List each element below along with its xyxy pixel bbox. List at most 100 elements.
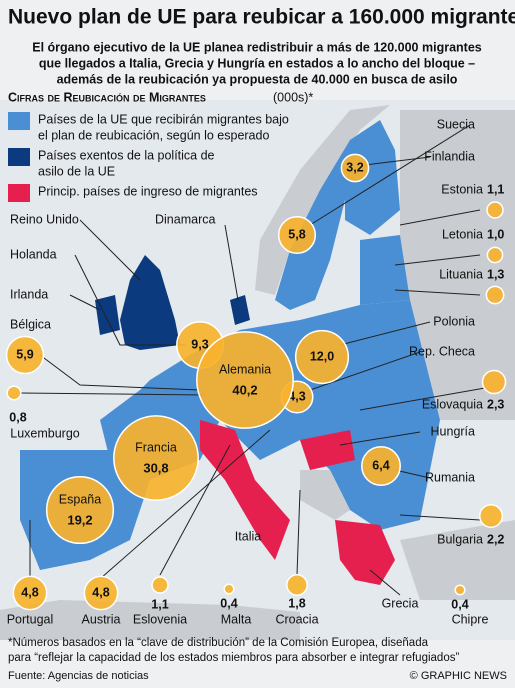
value-label: 30,8 — [143, 460, 168, 475]
bubble — [277, 215, 317, 255]
country-name: Holanda — [10, 247, 57, 261]
country-name: Portugal — [7, 612, 54, 626]
country-name: Francia — [135, 440, 177, 454]
bubble — [83, 575, 119, 611]
leader-line — [364, 156, 431, 166]
legend-swatch — [8, 112, 30, 130]
value-label: 2,2 — [487, 532, 504, 546]
leader-line — [394, 289, 481, 296]
value-label: 0,4 — [451, 597, 468, 611]
leader-line — [339, 431, 421, 446]
value-label: 3,2 — [346, 160, 363, 174]
country-name: Rumania — [425, 470, 475, 484]
country-name: Suecia — [437, 117, 475, 131]
footnote: *Números basados en la “clave de distrib… — [8, 637, 429, 649]
bubble — [486, 201, 504, 219]
country-name: Chipre — [452, 612, 489, 626]
value-label: 0,4 — [220, 596, 237, 610]
country-name: Eslovenia — [133, 612, 187, 626]
leader-line — [79, 219, 141, 281]
country — [275, 140, 365, 310]
leader-line — [369, 569, 401, 596]
value-label: 12,0 — [310, 349, 334, 363]
country-name: Bélgica — [10, 317, 51, 331]
legend-label: Países de la UE que recibirán migrantes … — [38, 112, 289, 126]
legend-swatch — [8, 184, 30, 202]
land — [400, 520, 515, 600]
bubble — [5, 335, 45, 375]
country-name: Bulgaria — [437, 532, 483, 546]
country-name: Austria — [82, 612, 121, 626]
bubble — [45, 475, 115, 545]
leaders — [19, 124, 486, 596]
bubble — [6, 385, 22, 401]
bubble — [286, 574, 308, 596]
value-label: 2,3 — [487, 397, 504, 411]
country-name: Alemania — [219, 362, 271, 376]
country-name: Eslovaquia — [422, 397, 483, 411]
country-name: Malta — [221, 612, 252, 626]
leader-line — [19, 392, 206, 396]
leader-line — [399, 209, 481, 226]
country-name: España — [59, 492, 101, 506]
bubble — [481, 369, 507, 395]
bubble — [113, 415, 199, 501]
leader-line — [394, 469, 431, 479]
bubble — [340, 153, 370, 183]
credit: © GRAPHIC NEWS — [410, 670, 507, 682]
legend-label: el plan de reubicación, según lo esperad… — [38, 128, 269, 142]
land — [400, 110, 515, 420]
bubble — [478, 503, 504, 529]
source: Fuente: Agencias de noticias — [8, 670, 149, 682]
value-label: 40,2 — [232, 382, 257, 397]
value-label: 1,1 — [487, 182, 504, 196]
legend-label: asilo de la UE — [38, 164, 115, 178]
bubble — [294, 329, 350, 385]
leader-line — [100, 429, 271, 579]
value-label: 1,0 — [487, 227, 504, 241]
value-label: 1,3 — [487, 267, 504, 281]
country-name: Hungría — [431, 424, 476, 438]
country-name: Lituania — [439, 267, 483, 281]
value-label: 1,8 — [288, 596, 305, 610]
legend-label: Países exentos de la política de — [38, 148, 215, 162]
legend-label: Princip. países de ingreso de migrantes — [38, 184, 258, 198]
country — [200, 420, 290, 560]
leader-line — [339, 321, 431, 346]
value-label: 4,8 — [21, 585, 38, 599]
leader-line — [399, 514, 481, 521]
subtitle: que llegados a Italia, Grecia y Hungría … — [39, 56, 475, 70]
legend-heading: Cifras de Reubicación de Migrantes — [8, 90, 206, 104]
bubbles: 5,8 Suecia 3,2 Finlandia 1,1 Estonia 1,0 Letoni… — [5, 117, 507, 626]
legend: Países de la UE que recibirán migrantes … — [8, 112, 289, 202]
leader-line — [296, 489, 301, 576]
bubble — [485, 285, 505, 305]
leader-line — [224, 224, 239, 301]
country-name: Italia — [235, 529, 261, 543]
country — [230, 295, 250, 325]
value-label: 9,3 — [191, 337, 208, 351]
country — [300, 430, 355, 470]
leader-line — [69, 294, 101, 311]
subtitle: además de la reubicación ya propuesta de… — [57, 72, 458, 86]
legend-unit: (000s)* — [273, 90, 313, 104]
leader-line — [74, 254, 185, 346]
country-name: Letonia — [442, 227, 483, 241]
land — [300, 470, 350, 520]
value-label: 1,1 — [151, 597, 168, 611]
country-name: Luxemburgo — [10, 426, 80, 440]
country — [345, 120, 400, 235]
leader-line — [309, 124, 471, 226]
country — [335, 520, 395, 585]
country — [95, 295, 120, 335]
land — [0, 600, 300, 640]
country-name: Finlandia — [424, 149, 475, 163]
country-name: Dinamarca — [155, 212, 215, 226]
title: Nuevo plan de UE para reubicar a 160.000… — [8, 6, 515, 29]
bubble — [12, 575, 48, 611]
value-label: 0,8 — [9, 410, 26, 424]
value-label: 19,2 — [67, 512, 92, 527]
country-name: Grecia — [382, 596, 419, 610]
bubble — [196, 331, 294, 429]
